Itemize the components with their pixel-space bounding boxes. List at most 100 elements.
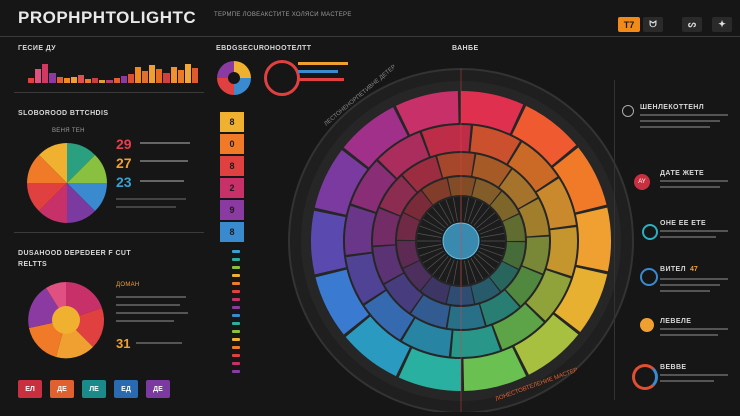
- right-badge-2[interactable]: AY: [634, 174, 650, 190]
- stack-item-4[interactable]: 2: [220, 178, 244, 198]
- wheel-spoke: [467, 199, 477, 223]
- wheel-segment: [343, 107, 408, 168]
- right-line-6b: [660, 380, 714, 382]
- legend-line-3: [140, 180, 184, 182]
- wheel-spoke: [480, 233, 505, 238]
- right-line-1a: [640, 114, 728, 116]
- bottom-icon-2[interactable]: ДЕ: [50, 380, 74, 398]
- right-line-5a: [660, 328, 728, 330]
- right-icon-5: [640, 318, 654, 332]
- wheel-segment: [522, 236, 549, 274]
- wheel-segment: [489, 261, 519, 291]
- page-title: PROPHPHTOLIGHTC: [18, 8, 197, 27]
- pie1-value-3: 23: [116, 174, 132, 190]
- stack-item-6[interactable]: 8: [220, 222, 244, 242]
- right-item-title-6: ВЕВВЕ: [660, 364, 687, 371]
- header-button-4[interactable]: ✦: [712, 17, 732, 32]
- gauge-bar-1: [298, 62, 348, 65]
- wheel-spoke: [476, 212, 495, 229]
- right-icon-3: [642, 224, 658, 240]
- wheel-spoke: [479, 247, 503, 257]
- right-icon-4: [640, 268, 658, 286]
- wheel-segment: [364, 291, 414, 340]
- wheel-segment: [448, 177, 476, 197]
- legend-line-2: [140, 160, 188, 162]
- mini-pie-chart: [217, 61, 251, 95]
- right-line-2a: [660, 180, 728, 182]
- bottom-icon-row: ЕЛ ДЕ ЛЕ ЕД ДЕ: [18, 380, 170, 398]
- wheel-segment: [518, 198, 549, 237]
- divider-2: [14, 232, 204, 233]
- info-icon: [622, 105, 634, 117]
- wheel-segment: [311, 210, 346, 275]
- wheel-spoke: [419, 225, 443, 235]
- wheel-segment: [345, 205, 376, 255]
- pie2-value: 31: [116, 336, 131, 351]
- wheel-segment: [379, 176, 417, 216]
- wheel-segment: [553, 147, 607, 213]
- wheel-segment: [395, 91, 459, 135]
- wheel-segment: [490, 191, 519, 222]
- wheel-segment: [397, 213, 420, 241]
- wheel-segment: [422, 178, 451, 205]
- right-line-2b: [660, 186, 720, 188]
- wheel-spoke: [467, 259, 477, 283]
- center-label-a: EBDGSECUR: [216, 45, 265, 52]
- wheel-segment: [576, 207, 611, 272]
- stack-item-1[interactable]: 8: [220, 112, 244, 132]
- header-button-3[interactable]: ᔕ: [682, 17, 702, 32]
- wheel-segment: [463, 347, 527, 391]
- right-divider: [614, 80, 615, 400]
- section-label-2: SLOBOROOD BTTCHDIS: [18, 110, 109, 117]
- wheel-segment: [512, 105, 577, 166]
- legend-line-4: [116, 198, 186, 200]
- right-item-title-4: ВИТЕЛ: [660, 266, 686, 273]
- donut-chart-2: [28, 282, 105, 359]
- wheel-segment: [502, 241, 525, 269]
- wheel-segment: [397, 241, 420, 268]
- right-line-3a: [660, 230, 728, 232]
- header-divider: [0, 36, 740, 37]
- wheel-segment: [402, 156, 442, 192]
- wheel-segment: [402, 318, 452, 357]
- bottom-icon-5[interactable]: ДЕ: [146, 380, 170, 398]
- wheel-segment: [471, 277, 500, 304]
- dash-column: [232, 250, 242, 378]
- pie2-line-5: [136, 342, 182, 344]
- wheel-segment: [502, 214, 525, 241]
- wheel-spoke: [453, 197, 458, 222]
- wheel-segment: [403, 191, 433, 221]
- wheel-segment: [470, 125, 520, 164]
- right-item-title-1: ШЕНЛЕКОТТЕНЛ: [640, 104, 705, 111]
- wheel-segment: [447, 304, 485, 329]
- wheel-segment: [451, 325, 501, 357]
- wheel-segment: [351, 161, 396, 212]
- wheel-spoke: [479, 225, 503, 235]
- wheel-segment: [421, 125, 471, 157]
- wheel-segment: [505, 266, 543, 306]
- wheel-spoke: [432, 256, 449, 275]
- wheel-spoke: [438, 202, 452, 224]
- wheel-spoke: [422, 250, 444, 264]
- wheel-segment: [314, 149, 368, 215]
- radial-wheel-chart: ЛЕСТОНЕНОРПЕТИВНЕ ДЕТЕР ЛОНЕСТОВТЕЛЕНИЕ …: [288, 64, 634, 412]
- wheel-spoke: [432, 207, 449, 226]
- bottom-icon-1[interactable]: ЕЛ: [18, 380, 42, 398]
- right-item-title-5: ЛЕВЕЛЕ: [660, 318, 692, 325]
- wheel-spoke: [419, 247, 443, 257]
- stack-item-5[interactable]: 9: [220, 200, 244, 220]
- stack-item-3[interactable]: 8: [220, 156, 244, 176]
- wheel-top-label: ВАНБЕ: [452, 45, 479, 52]
- header-button-primary[interactable]: T7: [618, 17, 640, 32]
- wheel-spoke: [470, 202, 484, 224]
- stack-item-2[interactable]: 0: [220, 134, 244, 154]
- wheel-segment: [472, 178, 501, 206]
- wheel-segment: [403, 260, 432, 291]
- header-button-2[interactable]: ᗢ: [643, 17, 663, 32]
- wheel-segment: [373, 208, 400, 246]
- wheel-segment: [554, 267, 608, 333]
- section-label-1: ГЕСИЕ ДУ: [18, 45, 56, 52]
- bottom-icon-3[interactable]: ЛЕ: [82, 380, 106, 398]
- bottom-icon-4[interactable]: ЕД: [114, 380, 138, 398]
- pie2-caption: ДОМАН: [116, 282, 140, 288]
